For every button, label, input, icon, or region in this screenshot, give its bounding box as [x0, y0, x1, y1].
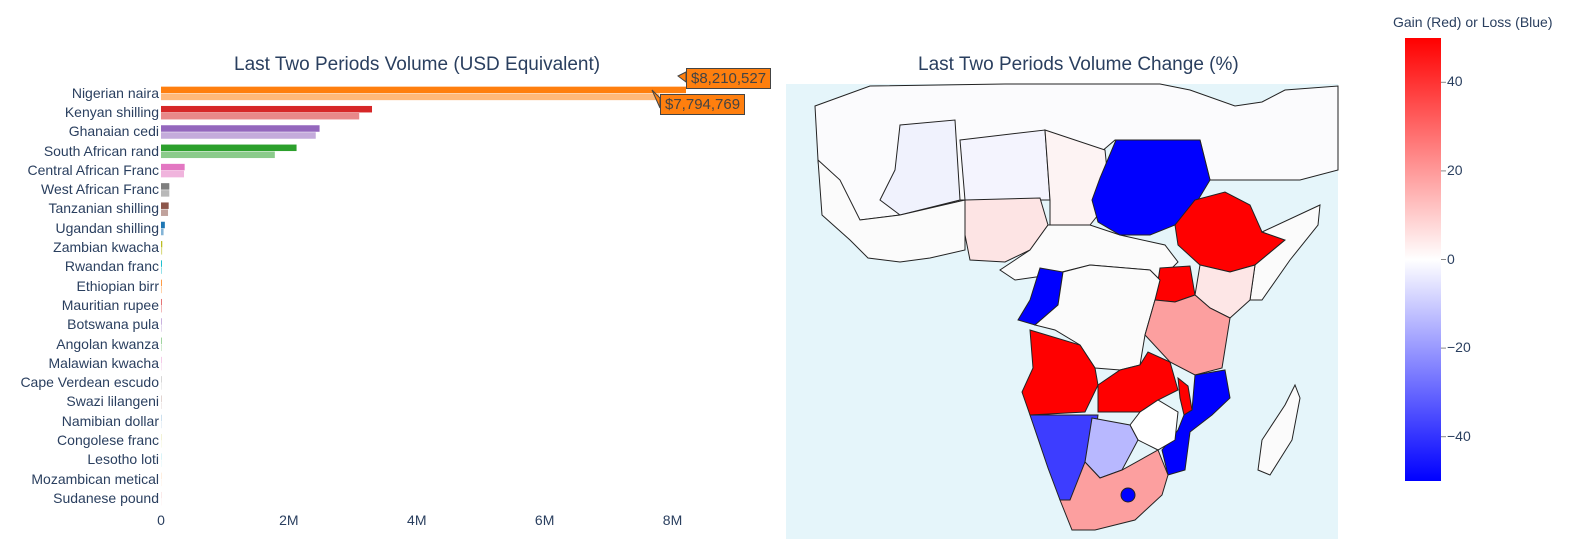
bar-1-4[interactable]	[161, 163, 185, 171]
country-nigeria	[964, 197, 1049, 263]
country-west-africa	[817, 158, 966, 263]
bar-2-3[interactable]	[161, 151, 275, 159]
bar-category-label: Angolan kwanza	[56, 335, 159, 352]
bar-category-label: Malawian kwacha	[48, 354, 160, 371]
bar-category-label: Mozambican metical	[31, 470, 159, 487]
bar-category-label: Tanzanian shilling	[48, 200, 159, 217]
bar-category-label: Sudanese pound	[53, 489, 159, 506]
bar-category-label: Nigerian naira	[71, 84, 159, 101]
bar-2-1[interactable]	[161, 112, 360, 120]
colorbar-title: Gain (Red) or Loss (Blue)	[1393, 14, 1553, 30]
bar-category-label: Swazi lilangeni	[66, 393, 159, 410]
country-mozambique	[1161, 369, 1231, 476]
bar-1-9[interactable]	[161, 260, 162, 267]
bar-category-label: Kenyan shilling	[64, 103, 159, 120]
bar-chart-title: Last Two Periods Volume (USD Equivalent)	[234, 54, 601, 75]
bar-category-label: Congolese franc	[57, 432, 159, 449]
bar-category-label: Ethiopian birr	[76, 277, 160, 294]
colorbar-tick-label: 40	[1447, 73, 1463, 90]
country-sudan	[1091, 139, 1211, 236]
bar-category-label: Zambian kwacha	[53, 239, 159, 256]
bar-1-2[interactable]	[161, 125, 320, 132]
colorbar-tick-label: −20	[1447, 339, 1471, 356]
bar-1-11[interactable]	[161, 298, 162, 306]
bar-2-11[interactable]	[161, 305, 162, 313]
bar-category-label: Ghanaian cedi	[68, 123, 159, 140]
x-tick-label: 0	[157, 512, 165, 528]
country-lesotho	[1120, 487, 1136, 503]
hover-pointer-1	[677, 71, 687, 83]
country-madagascar	[1257, 383, 1301, 476]
country-niger	[959, 129, 1051, 201]
hover-label-series-2: $7,794,769	[660, 94, 746, 115]
bar-1-5[interactable]	[161, 183, 170, 190]
hover-label-series-1: $8,210,527	[686, 68, 772, 89]
bar-1-10[interactable]	[161, 279, 162, 287]
colorbar-tick-label: −40	[1447, 427, 1471, 444]
x-tick-label: 8M	[662, 512, 683, 528]
bar-2-0[interactable]	[161, 93, 660, 101]
bar-1-12[interactable]	[161, 318, 162, 325]
bar-2-9[interactable]	[161, 267, 162, 274]
country-tanzania	[1144, 294, 1231, 376]
colorbar	[1405, 38, 1441, 481]
bar-1-7[interactable]	[161, 221, 165, 229]
bar-1-0[interactable]	[161, 86, 686, 94]
bar-category-label: Ugandan shilling	[55, 219, 159, 236]
bar-category-label: Botswana pula	[67, 316, 159, 333]
bar-2-7[interactable]	[161, 228, 164, 236]
bar-2-10[interactable]	[161, 286, 162, 294]
africa-map	[786, 83, 1339, 539]
bar-category-label: Namibian dollar	[61, 412, 159, 429]
x-tick-label: 4M	[407, 512, 427, 528]
country-zambia	[1097, 351, 1179, 413]
colorbar-tick-label: 0	[1447, 250, 1455, 267]
bar-series-layer	[161, 71, 687, 506]
bar-category-label: South African rand	[43, 142, 159, 159]
country-somalia	[1249, 204, 1321, 301]
bar-1-6[interactable]	[161, 202, 169, 209]
bar-category-label: West African Franc	[40, 181, 159, 198]
colorbar-tick-label: 20	[1447, 161, 1463, 178]
bar-2-5[interactable]	[161, 190, 170, 197]
x-tick-label: 2M	[279, 512, 299, 528]
map-chart-title: Last Two Periods Volume Change (%)	[918, 54, 1239, 75]
bar-2-4[interactable]	[161, 170, 185, 178]
bar-2-2[interactable]	[161, 132, 316, 139]
bar-category-label: Lesotho loti	[87, 451, 159, 468]
bar-1-3[interactable]	[161, 144, 297, 152]
bar-1-8[interactable]	[161, 241, 163, 248]
bar-2-8[interactable]	[161, 248, 163, 255]
bar-2-6[interactable]	[161, 209, 169, 216]
bar-category-label: Rwandan franc	[64, 258, 159, 275]
bar-category-label: Central African Franc	[27, 161, 160, 178]
bar-category-label: Cape Verdean escudo	[20, 374, 159, 391]
bar-1-1[interactable]	[161, 105, 373, 113]
country-south-africa	[1059, 449, 1169, 531]
colorbar-ticks	[1441, 81, 1446, 438]
country-angola	[1021, 329, 1099, 416]
bar-category-label: Mauritian rupee	[61, 296, 159, 313]
x-tick-label: 6M	[534, 512, 555, 528]
